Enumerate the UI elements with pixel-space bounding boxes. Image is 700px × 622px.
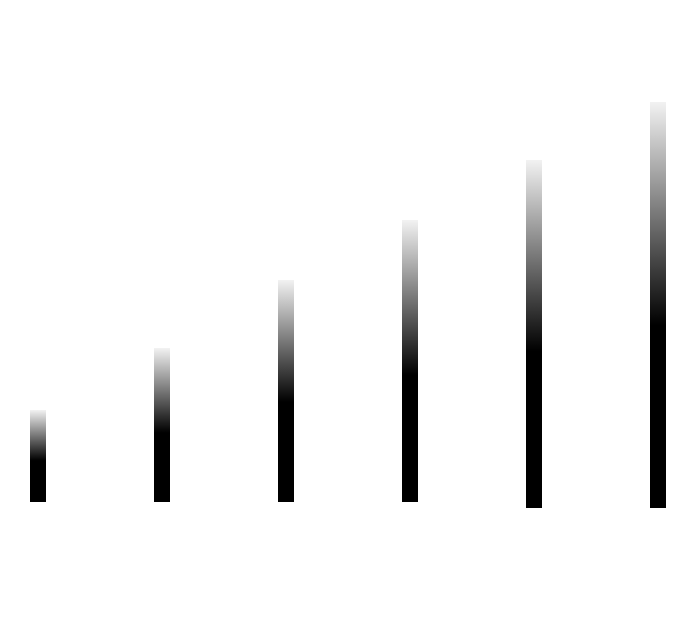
gradient-bar-3: [278, 280, 294, 502]
gradient-bar-6: [650, 102, 666, 508]
gradient-bar-2: [154, 348, 170, 502]
gradient-bar-4: [402, 220, 418, 502]
gradient-bar-1: [30, 410, 46, 502]
gradient-bar-5: [526, 160, 542, 508]
